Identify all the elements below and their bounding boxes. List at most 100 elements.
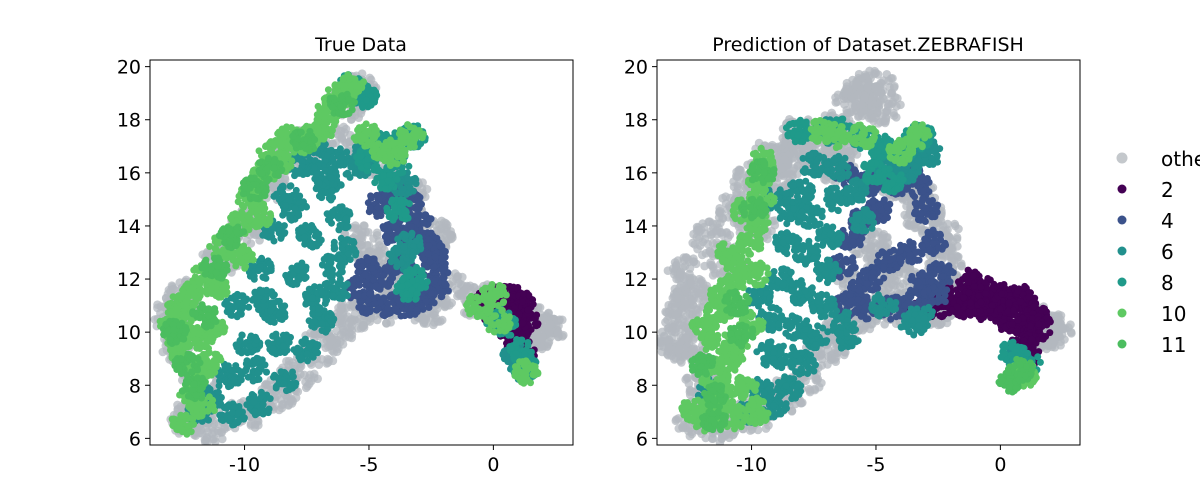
data-point: [544, 339, 553, 349]
data-point: [280, 222, 288, 230]
data-point: [279, 182, 287, 190]
data-point: [168, 282, 177, 292]
data-point: [327, 336, 337, 346]
data-point: [263, 368, 270, 376]
data-point: [349, 244, 357, 252]
data-point: [217, 416, 225, 423]
data-point: [240, 414, 248, 422]
data-point: [245, 303, 253, 311]
data-point: [533, 321, 541, 329]
data-point: [297, 354, 305, 362]
data-point: [431, 253, 439, 261]
data-point: [324, 326, 331, 333]
data-point: [281, 229, 289, 237]
data-point: [334, 131, 344, 141]
data-point: [327, 174, 335, 182]
data-point: [437, 293, 445, 301]
data-point: [411, 174, 419, 182]
data-point: [558, 315, 567, 325]
data-point: [529, 300, 537, 308]
data-point: [303, 350, 311, 358]
data-point: [251, 408, 259, 415]
data-point: [220, 423, 229, 432]
data-point: [303, 224, 311, 232]
data-point: [337, 234, 345, 242]
data-point: [329, 270, 337, 278]
data-point: [331, 245, 339, 253]
data-point: [259, 273, 267, 281]
data-point: [318, 320, 326, 328]
data-point: [311, 283, 318, 291]
data-point: [214, 388, 222, 396]
data-point: [345, 318, 354, 328]
data-point: [275, 221, 282, 228]
data-point: [329, 187, 336, 195]
data-point: [269, 345, 277, 353]
data-point: [329, 284, 337, 292]
data-point: [360, 221, 369, 231]
data-point: [343, 223, 351, 231]
data-point: [439, 267, 447, 274]
data-point: [252, 358, 260, 366]
data-point: [411, 310, 419, 318]
data-point: [270, 299, 278, 307]
data-point: [425, 304, 433, 311]
data-point: [412, 217, 420, 225]
data-point: [535, 303, 545, 312]
data-point: [250, 295, 258, 303]
data-point: [519, 319, 527, 327]
data-point: [424, 250, 432, 258]
data-point: [254, 267, 262, 275]
data-point: [347, 115, 356, 124]
data-point: [382, 319, 391, 328]
data-point: [257, 288, 265, 296]
data-point: [366, 204, 374, 212]
data-point: [354, 268, 362, 276]
data-point: [314, 360, 324, 370]
data-point: [231, 292, 239, 300]
data-point: [457, 288, 466, 298]
data-point: [437, 315, 447, 325]
data-point: [300, 198, 307, 206]
data-point: [322, 296, 330, 304]
data-point: [341, 138, 350, 147]
data-point: [318, 327, 326, 334]
data-point: [415, 198, 423, 206]
data-point: [315, 230, 323, 238]
data-point: [321, 280, 329, 288]
data-point: [315, 179, 323, 187]
data-point: [348, 301, 358, 311]
data-point: [308, 322, 316, 330]
data-point: [267, 233, 274, 241]
data-point: [307, 376, 316, 386]
data-point: [246, 421, 256, 430]
data-point: [370, 86, 378, 94]
data-point: [358, 233, 367, 242]
data-point: [519, 298, 526, 306]
data-point: [421, 315, 431, 324]
data-point: [285, 197, 293, 205]
data-point: [392, 305, 400, 313]
data-point: [376, 299, 384, 307]
data-point: [280, 207, 288, 215]
data-point: [544, 308, 553, 318]
data-point: [426, 216, 434, 223]
data-point: [280, 342, 287, 350]
data-point: [519, 290, 527, 298]
data-point: [397, 190, 405, 197]
data-point: [298, 227, 306, 235]
data-point: [299, 269, 307, 277]
data-point: [379, 132, 387, 140]
data-point: [332, 343, 342, 352]
data-point: [323, 354, 333, 364]
data-point: [242, 367, 250, 375]
panel-title: True Data: [314, 34, 407, 56]
data-point: [436, 242, 444, 250]
data-point: [322, 189, 330, 197]
data-point: [272, 190, 280, 198]
data-point: [291, 205, 299, 212]
data-point: [367, 101, 375, 109]
data-point: [441, 248, 449, 255]
data-point: [246, 239, 256, 248]
